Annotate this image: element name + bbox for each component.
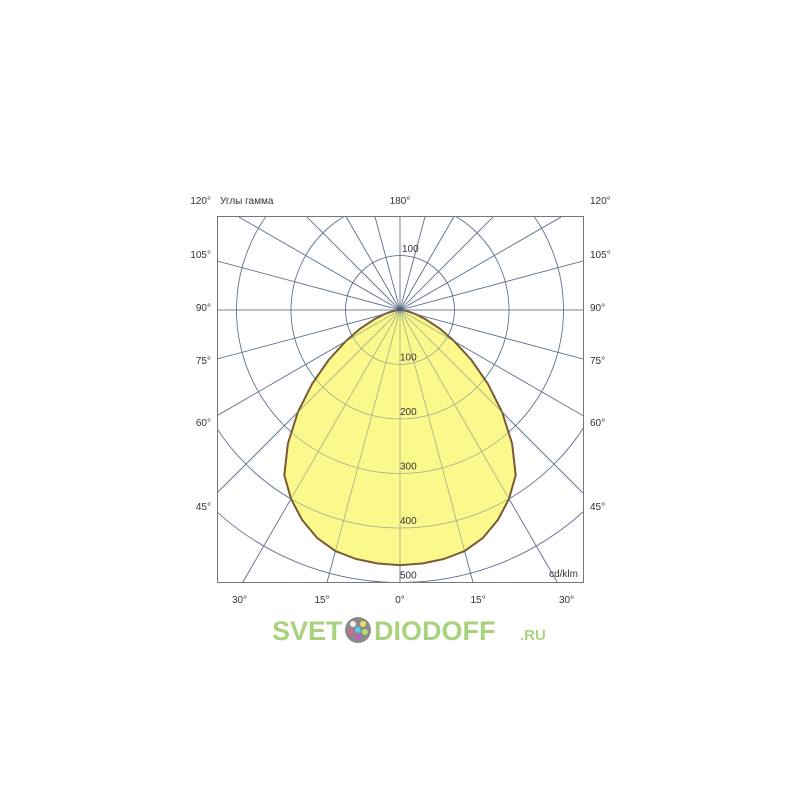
grid-ray-150 [399, 216, 455, 311]
grid-ray-240 [237, 216, 401, 311]
grid-ray-75 [399, 309, 584, 360]
grid-ray-225 [306, 216, 401, 311]
radial-tick-label-top: 100 [402, 244, 419, 255]
labels: 120° 120° 105° 105° 90° 90° 75° 75° 60° 60° 45° 45°… [190, 196, 610, 606]
grid-ray-315 [217, 309, 401, 493]
angle-axis-title: Углы гамма [220, 196, 274, 207]
right-angle-label: 120° [590, 196, 611, 207]
radial-tick-label: 400 [400, 516, 417, 527]
right-angle-label: 105° [590, 250, 611, 261]
grid-ray-255 [217, 260, 401, 311]
right-angle-label: 30° [559, 595, 574, 606]
watermark: SVET DIODOFF .RU [272, 616, 546, 646]
plot-frame [217, 216, 584, 583]
grid-ray-300 [217, 309, 401, 416]
watermark-right: DIODOFF [374, 616, 496, 646]
radial-tick-label: 100 [400, 353, 417, 364]
grid-ray-345 [326, 309, 401, 583]
grid-ray-30 [399, 309, 558, 583]
left-angle-label: 60° [196, 418, 211, 429]
grid-ray-45 [399, 309, 584, 494]
grid-ray-210 [345, 216, 401, 311]
left-angle-label: 90° [196, 303, 211, 314]
grid-ray-60 [399, 309, 584, 417]
bottom-angle-label: 15° [314, 595, 329, 606]
left-angle-label: 105° [190, 250, 211, 261]
grid-ray-120 [399, 216, 563, 311]
left-angle-label: 30° [232, 595, 247, 606]
watermark-logo [345, 617, 371, 643]
left-angle-label: 120° [190, 196, 211, 207]
radial-tick-label: 500 [400, 571, 417, 582]
right-angle-label: 75° [590, 356, 605, 367]
right-angle-label: 45° [590, 502, 605, 513]
grid-ray-135 [399, 216, 494, 311]
top-angle-label: 180° [390, 196, 411, 207]
bottom-angle-label: 15° [470, 595, 485, 606]
bottom-angle-label: 0° [395, 595, 405, 606]
grid-ray-195 [374, 216, 401, 311]
radial-tick-label: 300 [400, 462, 417, 473]
grid-ray-165 [399, 216, 426, 311]
unit-label: cd/klm [549, 569, 578, 580]
grid-ray-285 [217, 309, 401, 360]
center-point [397, 307, 403, 313]
radial-tick-label: 200 [400, 407, 417, 418]
polar-grid-overlay [217, 216, 584, 583]
watermark-suffix: .RU [520, 627, 546, 644]
watermark-left: SVET [272, 616, 343, 646]
grid-ray-105 [399, 260, 584, 311]
left-angle-label: 45° [196, 502, 211, 513]
right-angle-label: 90° [590, 303, 605, 314]
right-angle-label: 60° [590, 418, 605, 429]
grid-ray-330 [242, 309, 401, 583]
left-angle-label: 75° [196, 356, 211, 367]
grid-ray-15 [399, 309, 474, 583]
